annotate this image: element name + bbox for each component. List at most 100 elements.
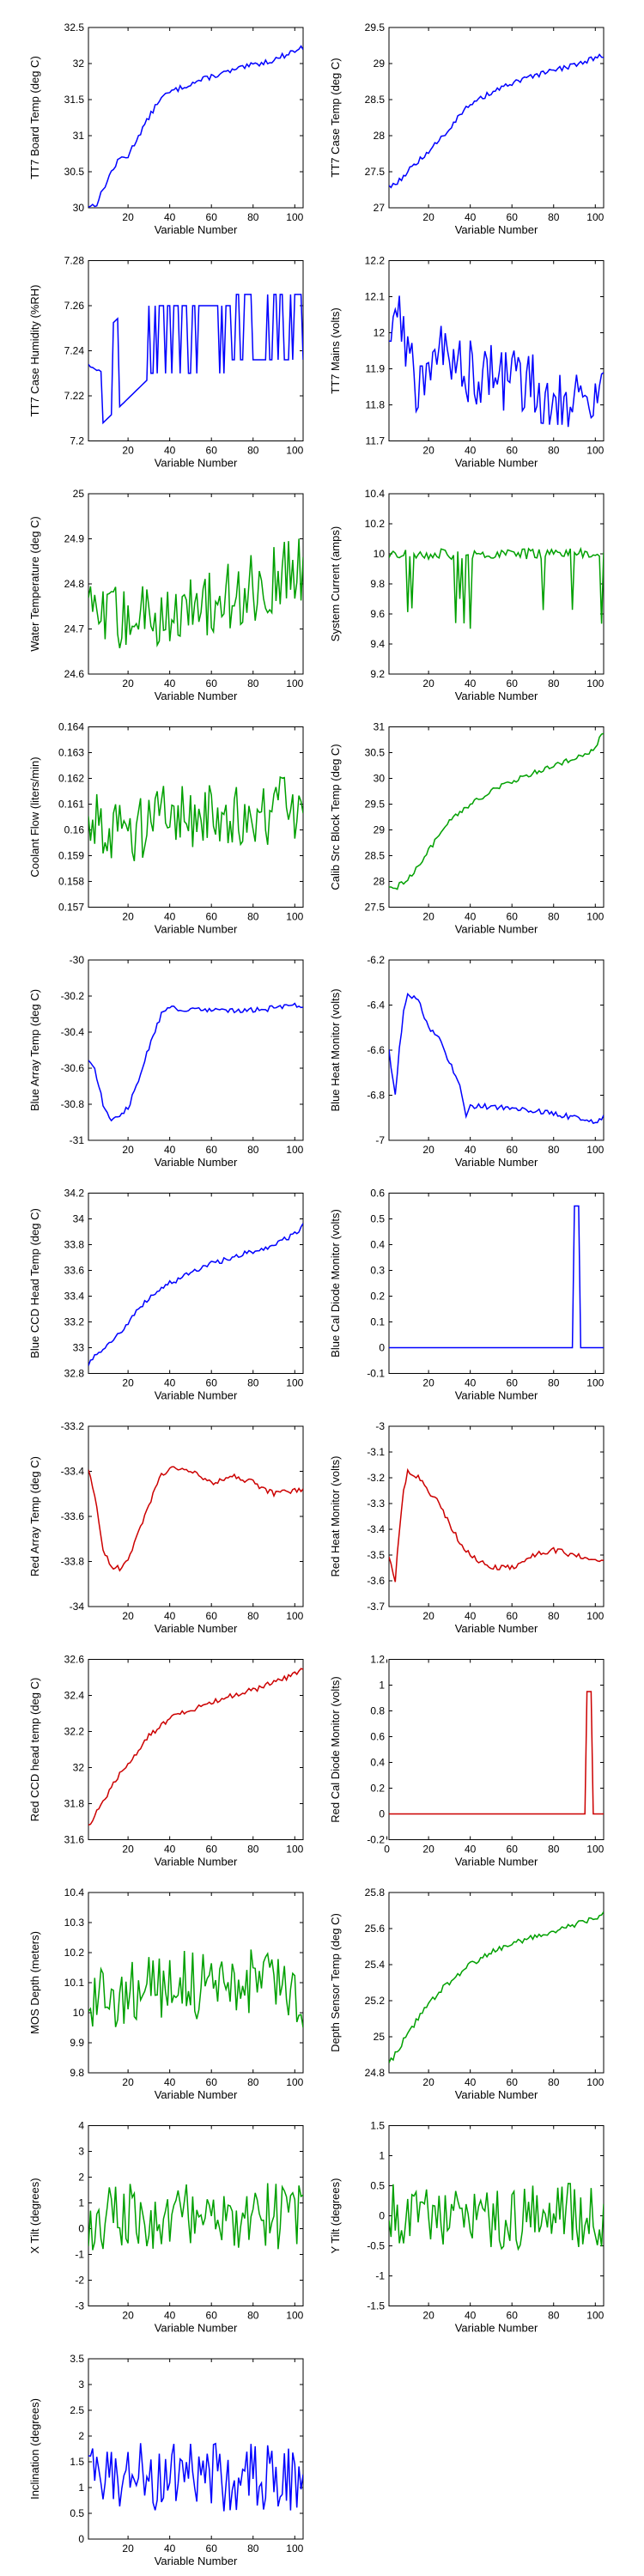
chart-panel-8: 20 40 60 80 100 27.5 28 28.5 29 29.5 30 30.5 31 Varia…	[329, 721, 605, 936]
chart-panel-4: 20 40 60 80 100 11.7 11.8 11.9 12 12.1 12.2 Variabl…	[329, 255, 605, 470]
x-tick-label: 80	[247, 1144, 259, 1156]
x-tick-label: 60	[206, 445, 218, 457]
y-tick-label: 30	[374, 773, 386, 785]
plot-frame	[388, 1425, 605, 1607]
y-tick-label: 2	[78, 2430, 84, 2442]
y-tick-label: 31.6	[64, 1834, 85, 1846]
x-tick-label: 20	[122, 1844, 134, 1856]
y-tick-label: 33.4	[64, 1291, 85, 1303]
y-tick-label: -3	[75, 2300, 84, 2312]
y-tick-label: 12.2	[365, 255, 386, 267]
y-tick-label: 7.22	[64, 390, 85, 402]
y-tick-label: 31.5	[64, 94, 85, 106]
plot-frame	[388, 493, 605, 675]
series-line	[88, 294, 303, 425]
y-tick-label: 0.3	[370, 1265, 385, 1277]
y-tick-label: -34	[70, 1601, 85, 1613]
x-tick-label: 100	[586, 1377, 604, 1389]
y-axis-label: Depth Sensor Temp (deg C)	[329, 1913, 342, 2052]
y-tick-label: -7	[375, 1134, 385, 1146]
x-tick-label: 100	[586, 1144, 604, 1156]
chart-panel-12: 20 40 60 80 100 -0.1 0 0.1 0.2 0.3 0.4 0.5 0.6 Variab…	[329, 1188, 605, 1402]
y-tick-label: 11.9	[366, 363, 386, 375]
y-tick-label: 7.2	[70, 435, 84, 447]
x-tick-label: 60	[507, 2310, 519, 2322]
y-axis-label: TT7 Mains (volts)	[329, 307, 342, 393]
plot-frame	[88, 1892, 304, 2074]
x-tick-label: 60	[507, 1610, 519, 1622]
y-axis-label: Calib Src Block Temp (deg C)	[329, 744, 342, 890]
series-line	[88, 2183, 303, 2251]
x-tick-label: 40	[164, 1610, 176, 1622]
y-tick-label: 10.4	[64, 1886, 85, 1899]
y-tick-label: -3.7	[367, 1601, 385, 1613]
x-tick-label: 20	[422, 1144, 434, 1156]
chart-panel-5: 20 40 60 80 100 24.6 24.7 24.8 24.9 25 Variable Nu…	[28, 488, 304, 702]
y-tick-label: 9.2	[370, 668, 385, 680]
x-axis-label: Variable Number	[155, 223, 238, 236]
y-tick-label: 0.16	[64, 824, 85, 836]
y-tick-label: 12	[374, 327, 386, 339]
x-tick-label: 100	[286, 2543, 303, 2555]
series-line	[88, 45, 303, 208]
x-axis-label: Variable Number	[455, 2088, 538, 2101]
y-tick-label: 25.6	[365, 1923, 386, 1935]
x-tick-label: 20	[122, 1377, 134, 1389]
y-tick-label: 0	[379, 1342, 385, 1354]
y-tick-label: 7.24	[64, 345, 85, 357]
x-tick-label: 60	[507, 2076, 519, 2088]
y-tick-label: -6.8	[367, 1090, 385, 1102]
y-tick-label: 0.5	[370, 2180, 385, 2192]
x-tick-label: 80	[548, 1377, 560, 1389]
y-tick-label: 0.6	[370, 1731, 385, 1743]
y-tick-label: -33.4	[61, 1466, 85, 1478]
y-axis-label: MOS Depth (meters)	[28, 1931, 41, 2034]
series-line	[389, 1911, 604, 2063]
y-tick-label: 24.8	[365, 2067, 386, 2079]
y-tick-label: 0.4	[370, 1239, 385, 1251]
y-tick-label: 28	[374, 876, 386, 888]
y-tick-label: 1	[379, 2150, 385, 2162]
x-tick-label: 60	[206, 1144, 218, 1156]
y-tick-label: -0.1	[367, 1368, 385, 1380]
y-tick-label: 9.8	[70, 2067, 84, 2079]
y-tick-label: -30.6	[61, 1062, 85, 1074]
y-tick-label: -3	[375, 1420, 385, 1432]
x-axis-label: Variable Number	[155, 2322, 238, 2335]
y-tick-label: 32	[73, 58, 85, 70]
y-tick-label: 0	[78, 2533, 84, 2545]
x-tick-label: 80	[548, 1844, 560, 1856]
x-tick-label: 100	[286, 1144, 303, 1156]
y-tick-label: -1	[75, 2249, 84, 2261]
x-tick-label: 100	[286, 1844, 303, 1856]
series-line	[88, 538, 303, 649]
y-tick-label: -3.6	[367, 1575, 385, 1587]
y-tick-label: -31	[70, 1134, 85, 1146]
y-axis-label: TT7 Board Temp (deg C)	[28, 56, 41, 179]
series-line	[88, 1668, 303, 1826]
y-tick-label: 11.7	[366, 435, 386, 447]
y-tick-label: 1.2	[370, 1654, 385, 1666]
x-axis-label: Variable Number	[455, 457, 538, 470]
x-tick-label: 80	[548, 445, 560, 457]
chart-panel-14: 20 40 60 80 100 -3.7 -3.6 -3.5 -3.4 -3.3 -3.2 -3.1 -…	[329, 1420, 605, 1635]
y-axis-label: Red Array Temp (deg C)	[28, 1456, 41, 1577]
plot-frame	[388, 959, 605, 1141]
y-tick-label: 32	[73, 1762, 85, 1774]
y-tick-label: 33.2	[64, 1316, 85, 1328]
y-tick-label: 32.2	[64, 1726, 85, 1738]
y-tick-label: 0.161	[58, 799, 84, 811]
x-tick-label: 40	[164, 911, 176, 923]
x-tick-label: 20	[122, 2310, 134, 2322]
y-tick-label: 10.3	[64, 1917, 85, 1929]
y-tick-label: 4	[78, 2120, 84, 2132]
x-tick-label: 100	[586, 1610, 604, 1622]
y-tick-label: 30.5	[64, 166, 85, 178]
x-tick-label: 80	[247, 2310, 259, 2322]
x-axis-label: Variable Number	[455, 1156, 538, 1169]
series-line	[88, 1466, 303, 1572]
y-tick-label: 24.7	[64, 623, 85, 635]
x-axis-label: Variable Number	[455, 1856, 538, 1868]
y-axis-label: Blue Heat Monitor (volts)	[329, 988, 342, 1111]
y-tick-label: 0.158	[58, 876, 84, 888]
